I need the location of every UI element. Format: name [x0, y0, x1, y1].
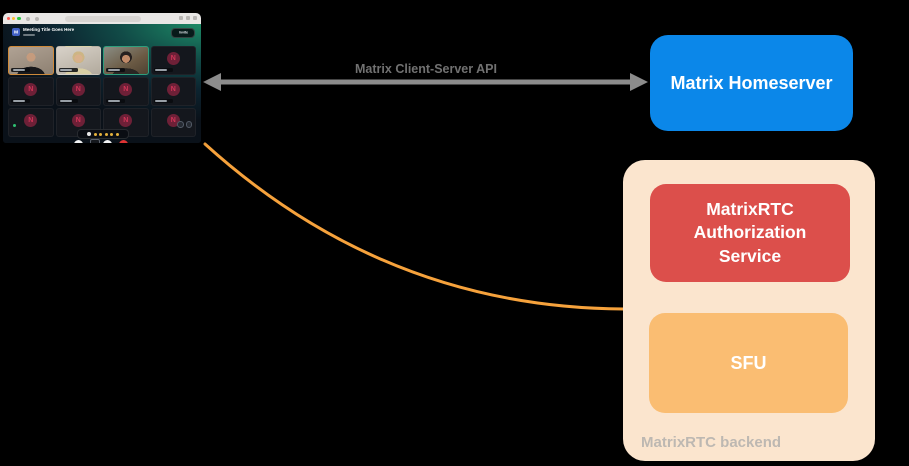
zoom-button[interactable]	[17, 16, 21, 21]
video-tile[interactable]	[103, 46, 149, 75]
browser-toolbar-icons	[179, 16, 197, 20]
sfu-node: SFU	[649, 313, 848, 413]
video-grid: N N N N N N N N N	[8, 46, 196, 137]
back-icon[interactable]	[25, 16, 30, 21]
participant-avatar: N	[71, 113, 85, 127]
minimize-button[interactable]	[12, 16, 16, 21]
participant-avatar: N	[24, 113, 38, 127]
homeserver-node: Matrix Homeserver	[650, 35, 853, 131]
video-tile[interactable]: N	[103, 77, 149, 106]
pin-icon[interactable]	[177, 121, 184, 128]
participant-name-pill	[58, 67, 78, 72]
participant-name-pill	[11, 98, 30, 103]
call-app: M Meeting Title Goes Here Invite N N N N…	[3, 24, 201, 143]
participant-avatar: N	[166, 82, 180, 96]
share-icon[interactable]	[179, 16, 183, 20]
browser-chrome	[3, 13, 201, 24]
cs-api-arrowhead-left	[203, 73, 221, 91]
auth-service-node: MatrixRTC Authorization Service	[650, 184, 850, 282]
participant-name-pill	[153, 98, 173, 103]
more-icon[interactable]	[185, 121, 192, 128]
client-sfu-curve	[203, 142, 626, 311]
participant-avatar: N	[24, 82, 38, 96]
video-tile-speaker[interactable]	[8, 46, 54, 75]
tabs-icon[interactable]	[193, 16, 197, 20]
cs-api-arrowhead-right	[630, 73, 648, 91]
participant-name-pill	[11, 67, 30, 72]
video-tile[interactable]: N	[55, 77, 101, 106]
participant-count	[23, 34, 35, 37]
cs-api-label: Matrix Client-Server API	[355, 62, 497, 76]
invite-button[interactable]: Invite	[171, 27, 195, 38]
homeserver-label: Matrix Homeserver	[670, 72, 833, 93]
participant-name-pill	[153, 67, 173, 72]
participant-name-pill	[106, 67, 125, 72]
call-header: M Meeting Title Goes Here Invite	[3, 24, 201, 44]
camera-button[interactable]	[102, 139, 112, 143]
video-tile[interactable]: N	[150, 77, 196, 106]
reaction-emoji-icon[interactable]	[115, 132, 119, 136]
hangup-button[interactable]	[118, 139, 128, 143]
client-browser-window: M Meeting Title Goes Here Invite N N N N…	[3, 13, 201, 143]
participant-avatar: N	[119, 82, 133, 96]
speaking-indicator	[13, 123, 16, 127]
lock-icon	[68, 17, 71, 20]
participant-avatar: N	[166, 51, 180, 65]
participant-avatar: N	[71, 82, 85, 96]
tile-option-icons	[177, 121, 192, 128]
reaction-emoji-icon[interactable]	[99, 132, 103, 136]
forward-icon[interactable]	[34, 16, 39, 21]
close-button[interactable]	[7, 16, 11, 21]
participant-avatar: N	[166, 113, 180, 127]
video-tile[interactable]	[55, 46, 101, 75]
meeting-title: Meeting Title Goes Here	[23, 27, 75, 32]
screenshare-button[interactable]	[90, 139, 100, 143]
video-tile[interactable]: N	[150, 46, 196, 75]
reactions-bar[interactable]	[77, 129, 129, 139]
reaction-emoji-icon[interactable]	[104, 132, 108, 136]
app-logo: M	[12, 28, 20, 36]
video-tile[interactable]: N	[150, 108, 196, 137]
reaction-emoji-icon[interactable]	[110, 132, 114, 136]
backend-group-label: MatrixRTC backend	[641, 434, 782, 451]
sfu-label: SFU	[730, 352, 767, 373]
address-bar[interactable]	[65, 15, 141, 22]
participant-avatar: N	[119, 113, 133, 127]
reaction-add-icon[interactable]	[87, 132, 92, 136]
participant-name-pill	[106, 98, 125, 103]
auth-service-label: MatrixRTC Authorization Service	[693, 198, 807, 266]
participant-name-pill	[58, 98, 78, 103]
video-tile[interactable]: N	[8, 77, 54, 106]
mic-button[interactable]	[74, 139, 83, 143]
new-tab-icon[interactable]	[186, 16, 190, 20]
call-controls	[74, 139, 128, 143]
reaction-emoji-icon[interactable]	[93, 132, 97, 136]
video-tile[interactable]: N	[8, 108, 54, 137]
